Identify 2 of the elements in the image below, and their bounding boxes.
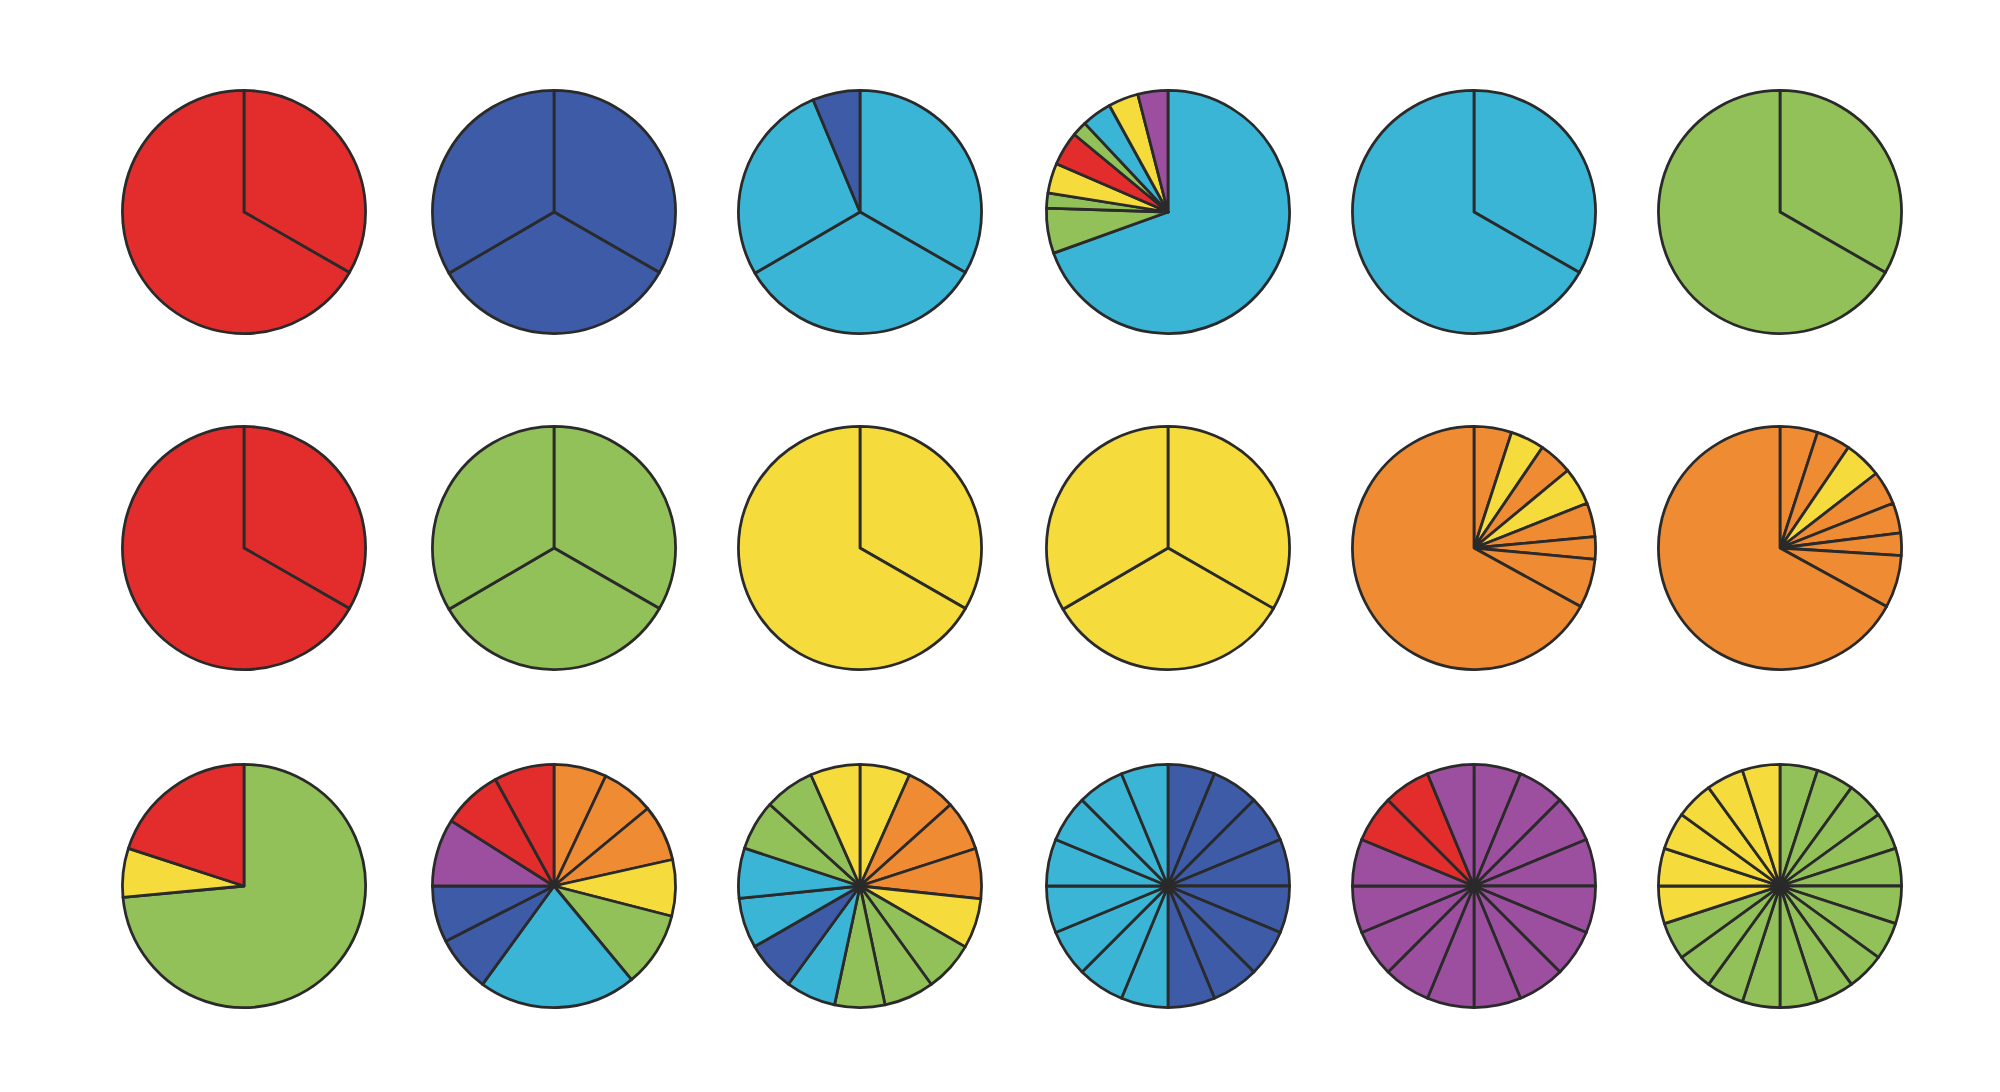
pie-slice xyxy=(121,763,367,1009)
pie-slice xyxy=(1052,89,1291,335)
